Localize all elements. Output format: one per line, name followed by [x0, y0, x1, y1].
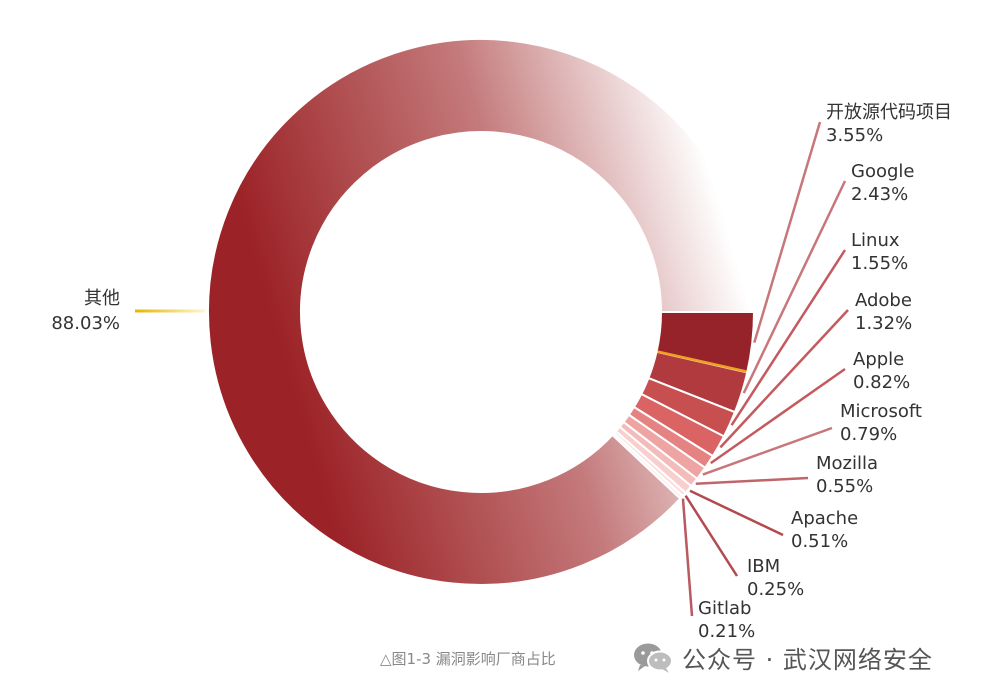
figure-caption: △图1-3 漏洞影响厂商占比: [380, 650, 556, 668]
leader-line: [753, 121, 822, 343]
leader-line: [702, 426, 833, 476]
wechat-icon: [634, 643, 673, 673]
donut-slices: [207, 38, 756, 586]
slice-other: [207, 38, 756, 586]
leader-line: [681, 498, 694, 617]
leader-line: [730, 249, 847, 426]
slice-label-name: Apple: [853, 349, 904, 370]
leader-line: [742, 180, 847, 394]
slice-label-name: Adobe: [855, 290, 912, 311]
leader-line: [710, 367, 846, 465]
leader-line: [684, 495, 739, 577]
watermark-text: 公众号 · 武汉网络安全: [682, 646, 933, 674]
slice-label-value: 0.51%: [791, 531, 848, 552]
slice-label-value: 0.21%: [698, 621, 755, 642]
slice-label-value: 0.79%: [840, 424, 897, 445]
slice-label-value: 88.03%: [51, 313, 120, 334]
slice-label-value: 0.55%: [816, 476, 873, 497]
leader-line: [695, 476, 809, 485]
slice-label-value: 0.82%: [853, 372, 910, 393]
slice-divider: [657, 350, 747, 373]
slice-label-value: 1.32%: [855, 313, 912, 334]
leader-line: [689, 489, 784, 537]
slice-label-name: Gitlab: [698, 598, 751, 619]
slice-label-value: 2.43%: [851, 184, 908, 205]
leader-lines: [135, 121, 849, 617]
slice-label-name: Google: [851, 161, 914, 182]
watermark: 公众号 · 武汉网络安全: [632, 640, 933, 675]
slice-label-name: Mozilla: [816, 453, 878, 474]
slice-label-name: Microsoft: [840, 401, 922, 422]
slice-label-value: 1.55%: [851, 253, 908, 274]
slice-label-value: 3.55%: [826, 125, 883, 146]
slice-label-value: 0.25%: [747, 579, 804, 600]
slice-label-name: 开放源代码项目: [826, 102, 952, 123]
slice-label-name: IBM: [747, 556, 780, 577]
leader-line: [719, 309, 849, 449]
slice-label-name: 其他: [84, 288, 120, 309]
slice-label-name: Linux: [851, 230, 900, 251]
slice-label-name: Apache: [791, 508, 858, 529]
